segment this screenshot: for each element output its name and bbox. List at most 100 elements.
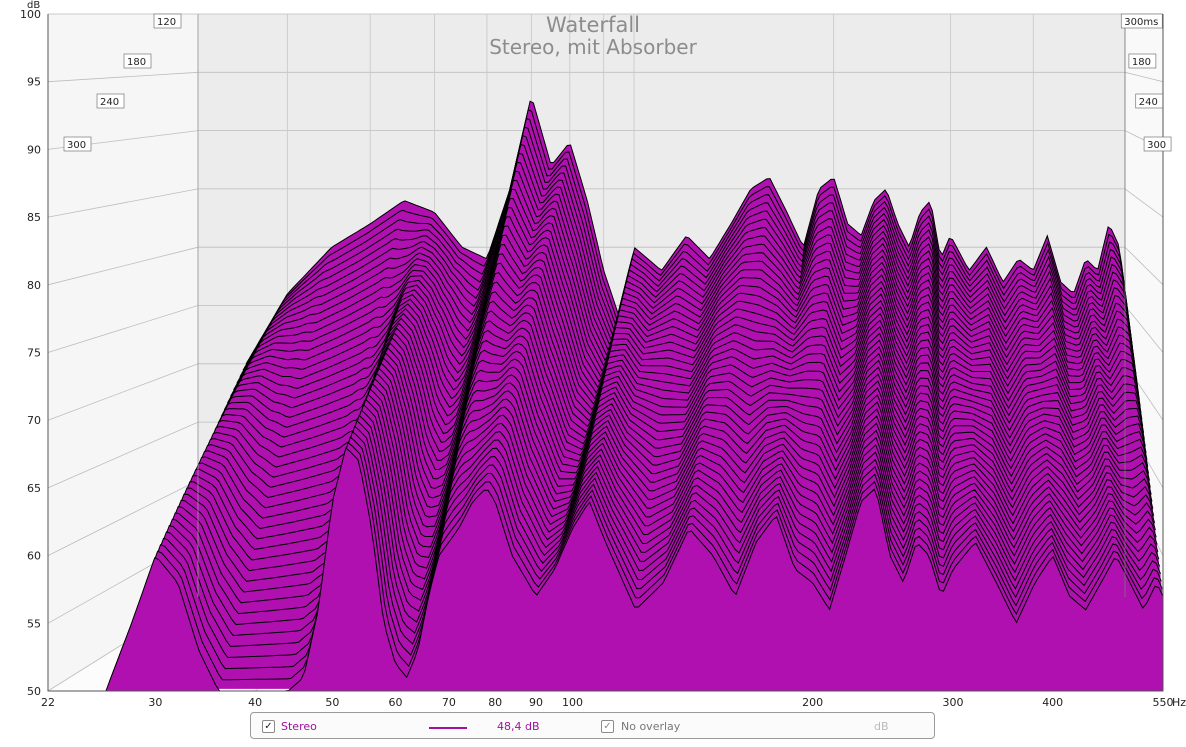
waterfall-slice-line bbox=[208, 207, 1136, 444]
chart-title: Waterfall bbox=[546, 13, 640, 37]
time-tick-label-left: 180 bbox=[127, 57, 146, 68]
stereo-line-swatch bbox=[429, 727, 467, 729]
axis-frame bbox=[47, 14, 1164, 692]
time-tick-label-left: 240 bbox=[100, 97, 119, 108]
y-gridline bbox=[47, 246, 1164, 286]
waterfall-slice-line bbox=[192, 253, 1140, 479]
waterfall-slice-line bbox=[127, 409, 1158, 636]
waterfall-slice-line bbox=[183, 281, 1143, 501]
waterfall-slice-line bbox=[161, 342, 1149, 552]
overlay-checkbox[interactable]: ✓ bbox=[601, 720, 614, 733]
y-tick-label: 85 bbox=[27, 211, 41, 224]
waterfall-slice-line bbox=[130, 404, 1157, 628]
legend-bar: ✓ Stereo 48,4 dB ✓ No overlay dB bbox=[250, 712, 935, 739]
waterfall-slice-line bbox=[220, 170, 1133, 417]
waterfall-slice-line bbox=[173, 310, 1145, 522]
waterfall-slice-line bbox=[170, 319, 1146, 530]
waterfall-slice-line bbox=[124, 414, 1159, 644]
y-tick-label: 75 bbox=[27, 347, 41, 360]
x-tick-label: 300 bbox=[943, 696, 964, 709]
waterfall-slice-line bbox=[117, 425, 1161, 660]
time-tick-label-left-box bbox=[123, 53, 152, 69]
waterfall-slice-line bbox=[177, 300, 1145, 515]
x-tick-label: 200 bbox=[802, 696, 823, 709]
waterfall-slice-line bbox=[155, 358, 1150, 567]
x-tick-label: 30 bbox=[148, 696, 162, 709]
waterfall-slice-line bbox=[211, 197, 1135, 438]
time-tick-label-right: 300 bbox=[1147, 140, 1166, 151]
waterfall-slice-line bbox=[180, 291, 1144, 508]
x-tick-label: 550 bbox=[1153, 696, 1174, 709]
time-tick-label-left-box bbox=[153, 13, 182, 29]
overlay-label: No overlay bbox=[621, 720, 681, 733]
waterfall-slice-line bbox=[142, 383, 1154, 597]
time-tick-label-right-box bbox=[1128, 53, 1157, 69]
x-tick-label: 22 bbox=[41, 696, 55, 709]
time-tick-label-right: 300ms bbox=[1124, 17, 1158, 28]
waterfall-slice-line bbox=[152, 366, 1151, 574]
waterfall-slice-line bbox=[198, 234, 1139, 465]
time-tick-label-left-box bbox=[63, 136, 92, 152]
time-tick-label-right: 180 bbox=[1132, 57, 1151, 68]
waterfall-slice-line bbox=[149, 372, 1152, 582]
stereo-checkbox[interactable]: ✓ bbox=[262, 720, 275, 733]
waterfall-slice-line bbox=[205, 216, 1137, 451]
x-tick-label: 400 bbox=[1042, 696, 1063, 709]
y-gridline bbox=[47, 188, 1164, 218]
y-gridline bbox=[47, 71, 1164, 83]
waterfall-slice-line bbox=[145, 377, 1153, 589]
stereo-value: 48,4 dB bbox=[497, 720, 540, 733]
waterfall-slice-line bbox=[230, 143, 1130, 397]
waterfall-slice-line bbox=[111, 436, 1162, 676]
waterfall-slice-line bbox=[202, 225, 1138, 458]
y-tick-label: 60 bbox=[27, 550, 41, 563]
waterfall-slice-line bbox=[139, 388, 1155, 605]
waterfall-slice-line bbox=[217, 179, 1134, 424]
waterfall-slice-line bbox=[239, 117, 1128, 377]
chart-axes: 50 55 60 65 70 75 80 85 90 95 100 22 30 40 50 60 70 80 90 1… bbox=[20, 8, 1174, 709]
waterfall-slice-line bbox=[133, 398, 1156, 620]
y-tick-label: 100 bbox=[20, 8, 41, 21]
y-tick-label: 65 bbox=[27, 482, 41, 495]
waterfall-slice-line bbox=[233, 135, 1129, 391]
x-tick-label: 70 bbox=[442, 696, 456, 709]
x-tick-label: 40 bbox=[248, 696, 262, 709]
chart-subtitle: Stereo, mit Absorber bbox=[489, 35, 697, 59]
waterfall-slice-line bbox=[189, 262, 1141, 486]
waterfall-slice-line bbox=[167, 327, 1147, 537]
x-tick-label: 80 bbox=[488, 696, 502, 709]
waterfall-slice-line bbox=[195, 243, 1139, 472]
waterfall-slice-line bbox=[223, 161, 1132, 411]
waterfall-slice-line bbox=[236, 126, 1128, 384]
waterfall-slice-line bbox=[108, 441, 1163, 684]
waterfall-slice-line bbox=[214, 188, 1134, 431]
time-tick-label-left: 120 bbox=[157, 17, 176, 28]
y-tick-label: 55 bbox=[27, 617, 41, 630]
waterfall-slice-fill bbox=[105, 448, 1163, 691]
y-tick-label: 80 bbox=[27, 279, 41, 292]
y-tick-label: 90 bbox=[27, 143, 41, 156]
time-tick-label-left: 300 bbox=[67, 140, 86, 151]
time-tick-label-right: 240 bbox=[1139, 97, 1158, 108]
overlay-unit: dB bbox=[874, 720, 889, 733]
y-axis-unit: dB bbox=[27, 0, 40, 11]
x-axis-unit: Hz bbox=[1172, 696, 1186, 709]
y-tick-label: 95 bbox=[27, 76, 41, 89]
waterfall-slice-line bbox=[158, 350, 1150, 559]
time-tick-label-right-box bbox=[1143, 136, 1172, 152]
waterfall-slice-line bbox=[186, 272, 1142, 494]
y-tick-label: 50 bbox=[27, 685, 41, 698]
waterfall-slices bbox=[105, 100, 1164, 692]
time-tick-label-right-box bbox=[1120, 13, 1163, 29]
waterfall-slice-line bbox=[136, 393, 1156, 612]
left-wall bbox=[48, 14, 198, 691]
x-tick-label: 50 bbox=[325, 696, 339, 709]
time-tick-label-right-box bbox=[1135, 93, 1164, 109]
waterfall-slice-line bbox=[226, 152, 1131, 404]
waterfall-slice-line bbox=[242, 108, 1127, 371]
x-tick-label: 90 bbox=[529, 696, 543, 709]
waterfall-slice-line bbox=[114, 430, 1161, 667]
stereo-label: Stereo bbox=[281, 720, 317, 733]
